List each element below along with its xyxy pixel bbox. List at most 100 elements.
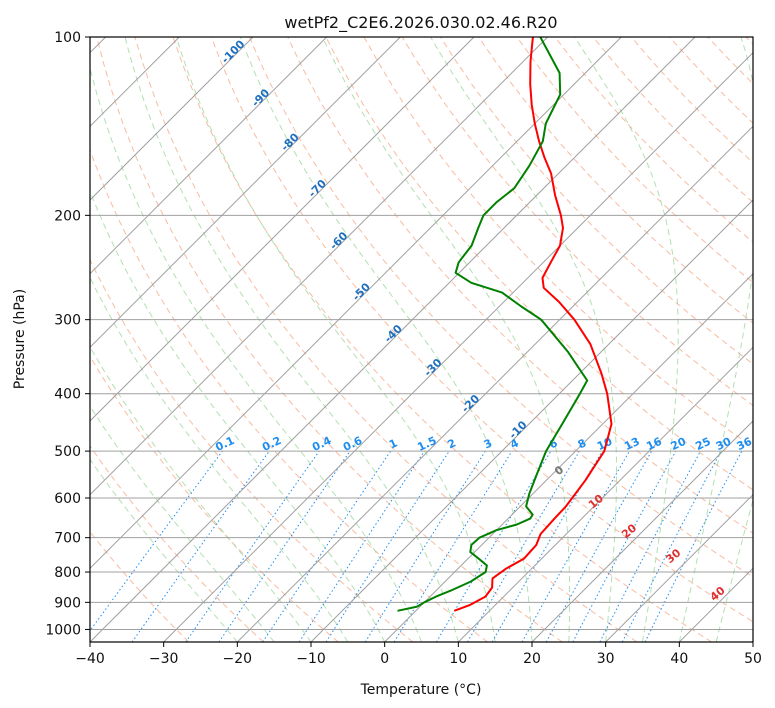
isotherm-label: -100 [219,37,248,66]
mixing-ratio-line [298,450,425,642]
mixing-ratio-label: 1 [387,436,399,451]
mixing-ratio-line [364,450,486,642]
isotherm [90,37,401,349]
mixing-ratio-line [131,450,270,642]
moist-adiabat [124,37,459,642]
moist-adiabat [90,276,349,642]
x-tick-label: 30 [597,651,615,667]
isotherm [384,272,753,642]
y-tick-label: 1000 [45,622,81,638]
moist-adiabat [175,37,496,642]
isotherm [90,37,254,201]
mixing-ratio-line [262,450,392,642]
x-axis-label: Temperature (°C) [360,682,482,698]
dry-adiabat [516,37,753,284]
plot-frame [89,36,754,643]
y-axis-label: Pressure (hPa) [12,289,28,389]
isotherm [90,37,549,496]
mixing-ratio-label: 36 [735,435,755,453]
moist-adiabat [715,498,753,642]
moist-adiabat [574,37,679,642]
dry-adiabat [707,37,753,85]
y-tick-label: 800 [54,565,81,581]
mixing-ratio-label: 10 [595,435,615,453]
mixing-ratio-label: 25 [693,435,712,453]
mixing-ratio-label: 16 [644,435,664,453]
mixing-ratio-line [90,450,223,632]
mixing-ratio-label: 3 [482,436,494,451]
isotherm-label: -40 [382,322,405,345]
isotherm [236,125,753,642]
dry-adiabat [325,37,753,491]
dry-adiabat [249,37,753,578]
mixing-ratio-line [325,450,450,642]
y-tick-label: 200 [54,208,81,224]
x-tick-label: 0 [380,651,389,667]
isotherm-label: -90 [249,86,272,109]
mixing-ratio-line [218,450,351,642]
mixing-ratio-line [185,450,320,642]
x-tick-label: 20 [523,651,541,667]
mixing-ratio-label: 20 [669,435,689,453]
x-tick-label: −30 [149,651,179,667]
chart-title: wetPf2_C2E6.2026.030.02.46.R20 [284,13,557,33]
moist-adiabat [90,65,422,642]
isotherm-label: -60 [327,229,350,252]
mixing-ratio-line [393,450,513,642]
mixing-ratio-label: 13 [622,435,641,453]
dry-adiabat [90,445,264,642]
dry-adiabat [745,37,753,45]
y-tick-label: 500 [54,444,81,460]
isotherm [90,37,475,422]
isotherm-label: -20 [459,392,482,415]
mixing-ratio-line [572,450,677,642]
mixing-ratio-label: 2 [446,436,458,451]
isotherm [752,641,753,642]
dry-adiabat [172,37,712,642]
moist-adiabat [430,37,617,642]
x-tick-label: −40 [75,651,105,667]
moist-adiabat [90,189,386,642]
mixing-ratio-line [467,450,580,642]
adiabat-label: 30 [663,546,683,566]
dry-adiabat [90,148,488,642]
dry-adiabat [90,258,414,642]
y-tick-label: 600 [54,491,81,507]
y-tick-label: 700 [54,531,81,547]
mixing-ratio-line [644,450,743,642]
isotherm [531,420,753,642]
isotherm-label: -80 [279,130,302,153]
isotherm [90,37,328,275]
y-tick-label: 900 [54,595,81,611]
y-tick-label: 100 [54,30,81,46]
isotherm [163,51,753,642]
isotherm [90,37,622,570]
moist-adiabat [678,37,753,642]
x-tick-label: 50 [744,651,762,667]
dewpoint-profile [397,37,589,612]
dry-adiabat [134,37,638,642]
dry-adiabat [90,531,190,642]
mixing-ratio-line [521,450,630,642]
temperature-profile [453,37,613,612]
moist-adiabat [90,345,312,642]
moist-adiabat [90,405,275,642]
y-tick-label: 300 [54,313,81,329]
mixing-ratio-line [599,450,701,642]
moist-adiabat [322,37,571,642]
moist-adiabat [239,37,533,642]
isotherm [90,37,696,642]
isotherm [605,493,753,642]
isotherm [310,199,753,642]
dry-adiabat [287,37,753,534]
dry-adiabat [592,37,753,203]
x-tick-label: −10 [296,651,326,667]
dry-adiabat [669,37,753,124]
isotherm [678,567,753,642]
moist-adiabat [90,458,238,642]
x-tick-label: −20 [223,651,253,667]
isotherm [457,346,753,642]
mixing-ratio-label: 30 [714,435,734,453]
dry-adiabat [90,355,339,642]
